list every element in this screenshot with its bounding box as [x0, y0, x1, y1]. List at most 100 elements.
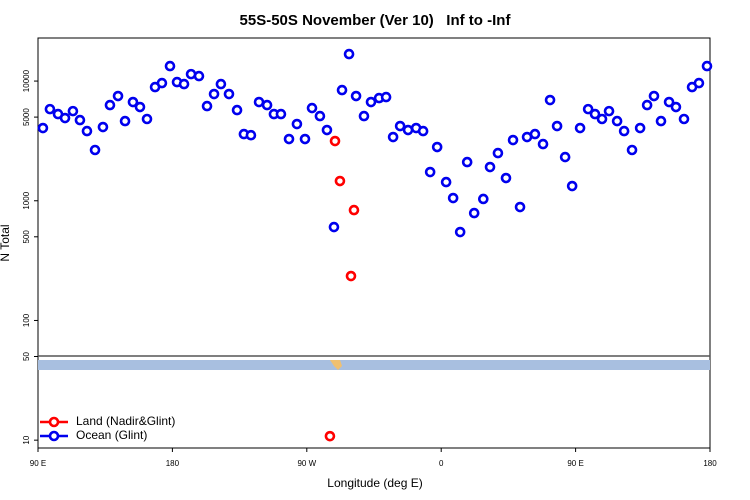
point: [402, 124, 414, 136]
point: [156, 77, 168, 89]
point: [141, 113, 153, 125]
point: [104, 99, 116, 111]
point: [596, 113, 608, 125]
point: [670, 101, 682, 113]
point: [492, 147, 504, 159]
point: [461, 156, 473, 168]
point: [500, 172, 512, 184]
point: [424, 166, 436, 178]
x-tick-label: 90 E: [567, 459, 583, 468]
point: [112, 90, 124, 102]
point: [358, 110, 370, 122]
y-tick-label: 1000: [22, 191, 31, 209]
legend-label: Ocean (Glint): [76, 428, 147, 442]
point: [387, 131, 399, 143]
point: [201, 100, 213, 112]
point: [223, 88, 235, 100]
point: [193, 70, 205, 82]
point: [350, 90, 362, 102]
point: [283, 133, 295, 145]
point: [551, 120, 563, 132]
point: [345, 270, 357, 282]
chart-title: 55S-50S November (Ver 10) Inf to -Inf: [240, 12, 512, 29]
legend-marker: [48, 416, 60, 428]
point: [468, 207, 480, 219]
legend-marker: [48, 430, 60, 442]
x-tick-label: 180: [166, 459, 180, 468]
x-axis-label: Longitude (deg E): [327, 476, 422, 490]
point: [291, 118, 303, 130]
point: [127, 96, 139, 108]
point: [566, 180, 578, 192]
point: [261, 99, 273, 111]
point: [537, 138, 549, 150]
point: [603, 105, 615, 117]
point: [663, 96, 675, 108]
point: [178, 78, 190, 90]
plot-frame: [37, 37, 711, 449]
point: [164, 60, 176, 72]
point: [97, 121, 109, 133]
point: [306, 102, 318, 114]
x-tick-label: 90 W: [297, 459, 316, 468]
point: [314, 110, 326, 122]
point: [574, 122, 586, 134]
y-axis-label: N Total: [0, 224, 12, 261]
point: [431, 141, 443, 153]
point: [559, 151, 571, 163]
point: [245, 129, 257, 141]
point: [334, 175, 346, 187]
point: [648, 90, 660, 102]
point: [365, 96, 377, 108]
point: [44, 103, 56, 115]
point: [701, 60, 713, 72]
point: [321, 124, 333, 136]
y-tick-label: 50: [22, 351, 31, 360]
map-strip: [38, 360, 710, 370]
point: [678, 113, 690, 125]
legend-label: Land (Nadir&Glint): [76, 414, 175, 428]
point: [655, 115, 667, 127]
point: [328, 221, 340, 233]
point: [589, 108, 601, 120]
point: [544, 94, 556, 106]
x-tick-label: 0: [439, 459, 444, 468]
point: [329, 135, 341, 147]
point: [37, 122, 49, 134]
point: [74, 114, 86, 126]
point: [507, 134, 519, 146]
point: [336, 84, 348, 96]
point: [641, 99, 653, 111]
point: [454, 226, 466, 238]
point: [231, 104, 243, 116]
point: [611, 115, 623, 127]
point: [634, 122, 646, 134]
point: [447, 192, 459, 204]
point: [215, 78, 227, 90]
y-tick-label: 10000: [22, 69, 31, 92]
y-tick-label: 10: [22, 435, 31, 444]
point: [529, 128, 541, 140]
y-tick-label: 5000: [22, 108, 31, 126]
land-strip: [330, 360, 342, 370]
point: [67, 105, 79, 117]
point: [484, 161, 496, 173]
point: [81, 125, 93, 137]
point: [693, 77, 705, 89]
point: [343, 48, 355, 60]
point: [582, 103, 594, 115]
point: [514, 201, 526, 213]
point: [618, 125, 630, 137]
point: [478, 193, 489, 205]
point: [89, 144, 101, 156]
point: [324, 430, 336, 442]
point: [394, 120, 406, 132]
point: [626, 144, 638, 156]
y-tick-label: 500: [22, 230, 31, 244]
point: [208, 88, 220, 100]
x-tick-label: 180: [703, 459, 717, 468]
point: [134, 101, 146, 113]
point: [59, 112, 71, 124]
x-tick-label: 90 E: [30, 459, 46, 468]
point: [417, 125, 429, 137]
